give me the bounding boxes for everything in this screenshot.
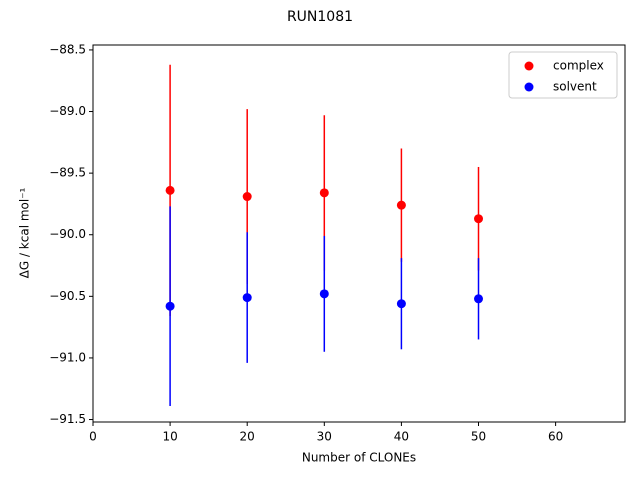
point bbox=[242, 293, 252, 303]
y-tick-label: −88.5 bbox=[49, 42, 86, 56]
y-tick-label: −89.5 bbox=[49, 166, 86, 180]
legend-marker bbox=[524, 82, 534, 92]
x-axis-label: Number of CLONEs bbox=[302, 451, 416, 465]
point bbox=[319, 289, 329, 299]
y-tick-label: −90.5 bbox=[49, 289, 86, 303]
x-tick-label: 20 bbox=[240, 430, 255, 444]
x-tick-label: 40 bbox=[394, 430, 409, 444]
point bbox=[474, 214, 484, 224]
point bbox=[396, 299, 406, 309]
point bbox=[396, 200, 406, 210]
point bbox=[165, 301, 175, 311]
legend-marker bbox=[524, 61, 534, 71]
y-tick-label: −90.0 bbox=[49, 227, 86, 241]
y-axis-label: ΔG / kcal mol⁻¹ bbox=[18, 187, 32, 278]
legend-label: complex bbox=[553, 59, 604, 73]
legend-box bbox=[508, 51, 618, 99]
point bbox=[165, 185, 175, 195]
y-tick-label: −91.0 bbox=[49, 350, 86, 364]
x-tick-label: 60 bbox=[548, 430, 563, 444]
y-tick-label: −91.5 bbox=[49, 412, 86, 426]
point bbox=[319, 188, 329, 198]
x-tick-label: 30 bbox=[317, 430, 332, 444]
plot-area bbox=[92, 44, 626, 423]
x-tick-label: 0 bbox=[89, 430, 97, 444]
point bbox=[474, 294, 484, 304]
x-tick-label: 10 bbox=[162, 430, 177, 444]
x-tick-label: 50 bbox=[471, 430, 486, 444]
point bbox=[242, 192, 252, 202]
y-tick-label: −89.0 bbox=[49, 104, 86, 118]
legend-label: solvent bbox=[553, 80, 597, 94]
chart-title: RUN1081 bbox=[287, 9, 353, 25]
